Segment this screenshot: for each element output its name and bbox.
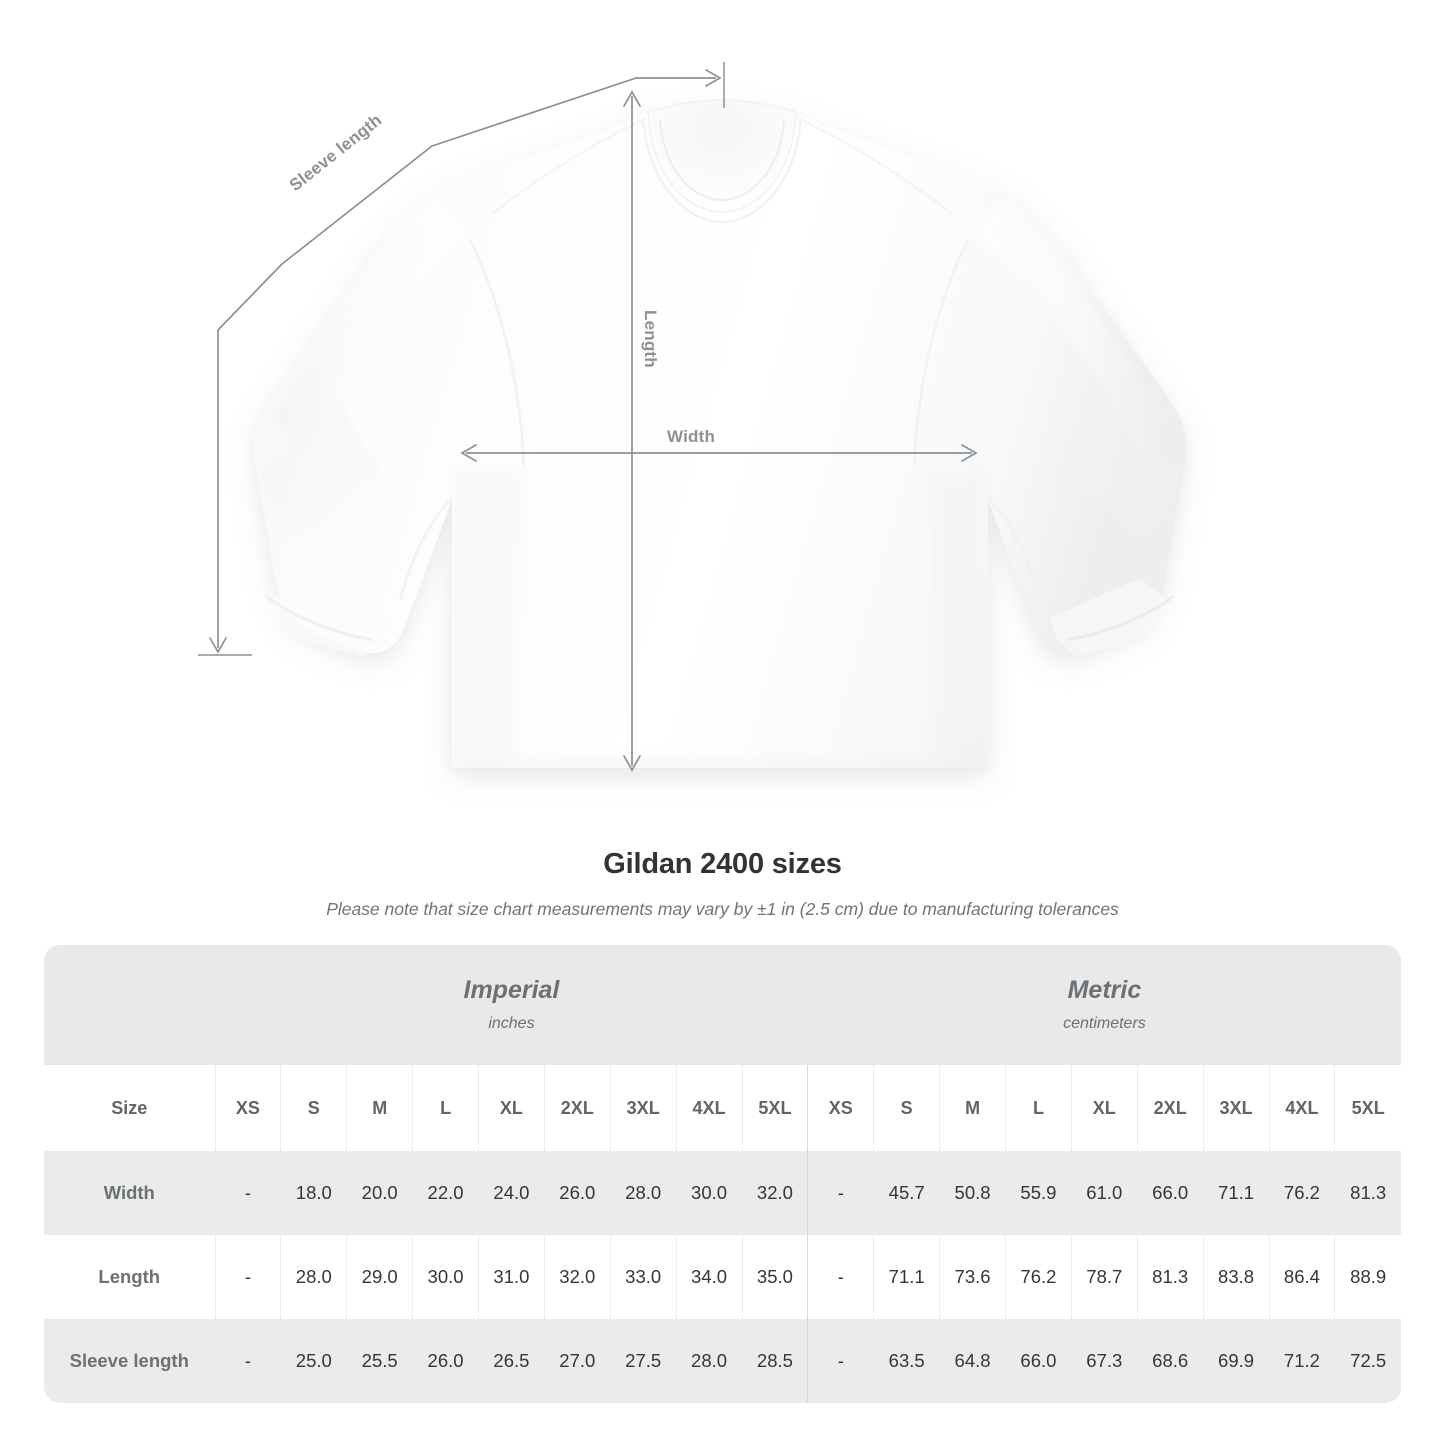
cell-width-imperial-xl: 24.0 (478, 1151, 545, 1235)
table-header-row: Size XS S M L XL 2XL 3XL 4XL 5XL XS S M L XL 2XL 3XL 4XL 5… (44, 1065, 1401, 1151)
unit-banner-imperial: Imperial inches (215, 945, 808, 1065)
cell-width-imperial-2xl: 26.0 (543, 1151, 611, 1235)
cell-length-metric-s: 71.1 (873, 1235, 940, 1319)
header-size-metric-m: M (939, 1065, 1006, 1151)
cell-sleeve-length-metric-xl: 67.3 (1070, 1319, 1138, 1403)
unit-name: Metric (1067, 976, 1142, 1005)
header-size-imperial-xl: XL (478, 1065, 545, 1151)
cell-sleeve-length-metric-5xl: 72.5 (1334, 1319, 1401, 1403)
header-size-metric-l: L (1005, 1065, 1072, 1151)
row-label-sleeve-length: Sleeve length (44, 1319, 215, 1403)
width-label: Width (667, 427, 716, 446)
header-size-metric-3xl: 3XL (1202, 1065, 1269, 1151)
cell-length-metric-5xl: 88.9 (1334, 1235, 1401, 1319)
header-size-metric-5xl: 5XL (1334, 1065, 1401, 1151)
header-size-imperial-2xl: 2XL (543, 1065, 611, 1151)
tee-svg (198, 62, 1187, 772)
cell-sleeve-length-imperial-xs: - (214, 1319, 281, 1403)
cell-width-imperial-m: 20.0 (346, 1151, 413, 1235)
cell-sleeve-length-metric-2xl: 68.6 (1136, 1319, 1204, 1403)
cell-sleeve-length-metric-xs: - (807, 1319, 874, 1403)
cell-sleeve-length-imperial-2xl: 27.0 (543, 1319, 611, 1403)
cell-width-metric-2xl: 66.0 (1136, 1151, 1204, 1235)
cell-width-metric-s: 45.7 (873, 1151, 940, 1235)
cell-width-metric-5xl: 81.3 (1334, 1151, 1401, 1235)
cell-sleeve-length-imperial-4xl: 28.0 (675, 1319, 742, 1403)
cell-length-metric-xl: 78.7 (1070, 1235, 1138, 1319)
cell-width-imperial-3xl: 28.0 (609, 1151, 677, 1235)
header-size-metric-xs: XS (807, 1065, 874, 1151)
table-row: Width -18.0 20.0 22.0 24.0 26.0 28.0 30.0 32.0-4… (44, 1151, 1401, 1235)
unit-banner-row: Imperial inches Metric centimeters (44, 945, 1401, 1065)
header-size-imperial-m: M (346, 1065, 413, 1151)
garment-illustration: Sleeve length Length Width (198, 62, 1187, 772)
cell-sleeve-length-imperial-5xl: 28.5 (741, 1319, 808, 1403)
cell-width-metric-xl: 61.0 (1070, 1151, 1138, 1235)
cell-width-metric-3xl: 71.1 (1202, 1151, 1269, 1235)
cell-length-imperial-xl: 31.0 (478, 1235, 545, 1319)
cell-sleeve-length-imperial-m: 25.5 (346, 1319, 413, 1403)
cell-length-imperial-2xl: 32.0 (543, 1235, 611, 1319)
unit-banner-metric: Metric centimeters (807, 945, 1401, 1065)
header-size-imperial-5xl: 5XL (741, 1065, 808, 1151)
unit-subtitle: centimeters (1063, 1014, 1146, 1032)
header-size-imperial-4xl: 4XL (675, 1065, 742, 1151)
size-chart-table-wrapper: Imperial inches Metric centimeters Size XS S M L… (44, 945, 1401, 1403)
cell-width-imperial-s: 18.0 (280, 1151, 347, 1235)
cell-width-metric-m: 50.8 (939, 1151, 1006, 1235)
title-block: Gildan 2400 sizes Please note that size … (0, 848, 1445, 920)
cell-sleeve-length-imperial-3xl: 27.5 (609, 1319, 677, 1403)
page-title: Gildan 2400 sizes (603, 848, 842, 880)
cell-length-metric-l: 76.2 (1005, 1235, 1072, 1319)
cell-sleeve-length-metric-l: 66.0 (1005, 1319, 1072, 1403)
cell-width-metric-4xl: 76.2 (1268, 1151, 1335, 1235)
cell-width-metric-l: 55.9 (1005, 1151, 1072, 1235)
cell-length-metric-4xl: 86.4 (1268, 1235, 1335, 1319)
header-size-imperial-l: L (412, 1065, 479, 1151)
header-size-metric-2xl: 2XL (1136, 1065, 1204, 1151)
row-label-length: Length (44, 1235, 215, 1319)
cell-width-imperial-4xl: 30.0 (675, 1151, 742, 1235)
unit-name: Imperial (463, 976, 560, 1005)
cell-length-metric-3xl: 83.8 (1202, 1235, 1269, 1319)
cell-length-metric-m: 73.6 (939, 1235, 1006, 1319)
cell-sleeve-length-metric-m: 64.8 (939, 1319, 1006, 1403)
header-size-metric-s: S (873, 1065, 940, 1151)
table-row: Sleeve length -25.0 25.5 26.0 26.5 27.0 27.5 28… (44, 1319, 1401, 1403)
cell-sleeve-length-metric-s: 63.5 (873, 1319, 940, 1403)
cell-sleeve-length-metric-4xl: 71.2 (1268, 1319, 1335, 1403)
cell-length-metric-xs: - (807, 1235, 874, 1319)
cell-sleeve-length-imperial-l: 26.0 (412, 1319, 479, 1403)
cell-width-imperial-l: 22.0 (412, 1151, 479, 1235)
header-size-imperial-3xl: 3XL (609, 1065, 677, 1151)
cell-width-metric-xs: - (807, 1151, 874, 1235)
tolerance-note: Please note that size chart measurements… (326, 899, 1119, 919)
collar (641, 99, 803, 224)
header-size-metric-4xl: 4XL (1268, 1065, 1335, 1151)
cell-length-imperial-3xl: 33.0 (609, 1235, 677, 1319)
header-size-metric-xl: XL (1070, 1065, 1138, 1151)
size-chart-table: Imperial inches Metric centimeters Size XS S M L… (44, 945, 1401, 1403)
cell-sleeve-length-metric-3xl: 69.9 (1202, 1319, 1269, 1403)
unit-banner-spacer (44, 945, 215, 1065)
header-size-label: Size (44, 1065, 215, 1151)
table-row: Length -28.0 29.0 30.0 31.0 32.0 33.0 34.0 35.0-… (44, 1235, 1401, 1319)
length-label: Length (641, 310, 660, 368)
cell-length-imperial-5xl: 35.0 (741, 1235, 808, 1319)
unit-subtitle: inches (488, 1014, 535, 1032)
cell-sleeve-length-imperial-s: 25.0 (280, 1319, 347, 1403)
cell-length-imperial-xs: - (214, 1235, 281, 1319)
header-size-imperial-s: S (280, 1065, 347, 1151)
cell-length-imperial-4xl: 34.0 (675, 1235, 742, 1319)
cell-length-imperial-s: 28.0 (280, 1235, 347, 1319)
header-size-imperial-xs: XS (214, 1065, 281, 1151)
cell-width-imperial-5xl: 32.0 (741, 1151, 808, 1235)
measurement-lines (198, 62, 978, 772)
cell-length-metric-2xl: 81.3 (1136, 1235, 1204, 1319)
cell-width-imperial-xs: - (214, 1151, 281, 1235)
cell-length-imperial-l: 30.0 (412, 1235, 479, 1319)
cell-length-imperial-m: 29.0 (346, 1235, 413, 1319)
cell-sleeve-length-imperial-xl: 26.5 (478, 1319, 545, 1403)
row-label-width: Width (44, 1151, 215, 1235)
